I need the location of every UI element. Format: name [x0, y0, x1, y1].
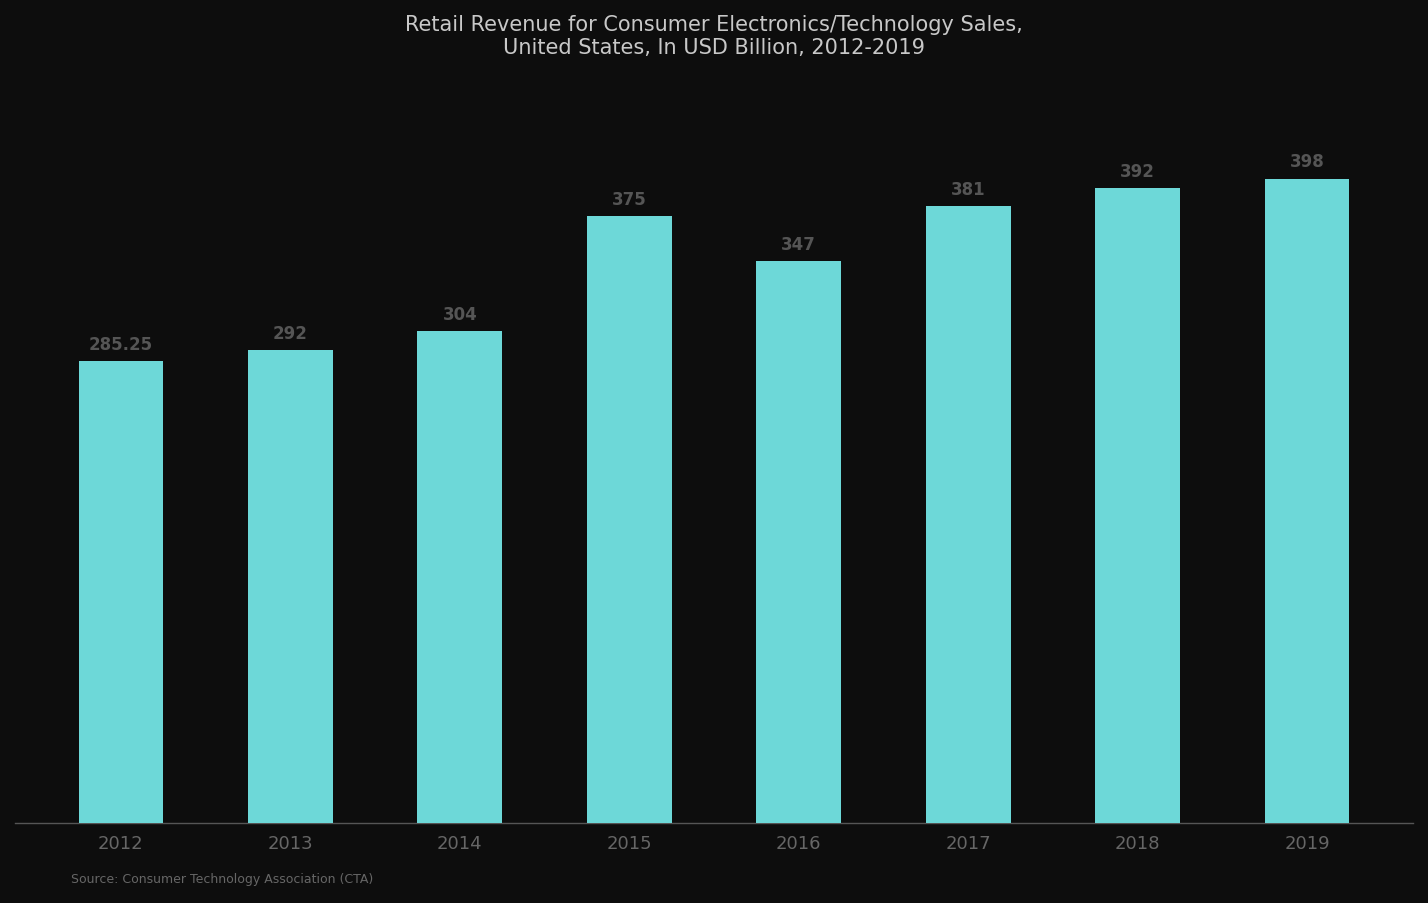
Title: Retail Revenue for Consumer Electronics/Technology Sales,
United States, In USD : Retail Revenue for Consumer Electronics/…	[406, 15, 1022, 58]
Bar	[1265, 180, 1349, 823]
Text: Source: Consumer Technology Association (CTA): Source: Consumer Technology Association …	[71, 872, 374, 885]
Text: 392: 392	[1120, 163, 1155, 181]
Bar	[757, 262, 841, 823]
Bar	[248, 350, 333, 823]
Text: 381: 381	[951, 181, 985, 199]
Bar	[925, 207, 1011, 823]
Bar	[79, 361, 163, 823]
Text: 292: 292	[273, 325, 308, 342]
Text: 398: 398	[1289, 154, 1324, 172]
Text: 304: 304	[443, 305, 477, 323]
Text: 375: 375	[611, 191, 647, 209]
Text: 347: 347	[781, 236, 817, 254]
Bar	[417, 331, 503, 823]
Text: 285.25: 285.25	[89, 336, 153, 354]
Bar	[1095, 189, 1180, 823]
Bar	[587, 217, 671, 823]
